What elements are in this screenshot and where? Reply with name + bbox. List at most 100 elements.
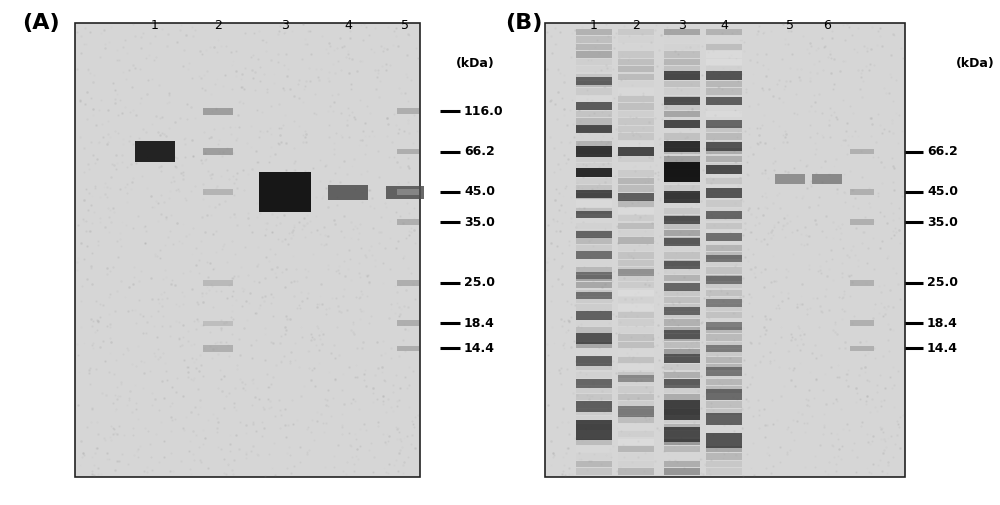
Bar (576, 102, 612, 110)
Bar (664, 104, 700, 110)
Bar (203, 148, 233, 155)
Bar (576, 96, 612, 102)
Bar (618, 289, 654, 296)
Bar (664, 372, 700, 378)
Bar (576, 36, 612, 43)
Bar (664, 59, 700, 65)
Bar (664, 200, 700, 207)
Text: 45.0: 45.0 (464, 185, 495, 198)
Bar (664, 394, 700, 400)
Bar (576, 431, 612, 437)
Text: 4: 4 (720, 19, 728, 32)
Text: 18.4: 18.4 (464, 317, 495, 330)
Bar (664, 453, 700, 460)
Bar (664, 44, 700, 50)
Bar (706, 433, 742, 448)
Bar (850, 321, 874, 326)
Bar (576, 401, 612, 412)
Bar (706, 349, 742, 356)
Bar (203, 108, 233, 115)
Bar (706, 245, 742, 251)
Bar (576, 305, 612, 311)
Bar (618, 223, 654, 229)
Bar (618, 163, 654, 169)
Bar (664, 319, 700, 326)
Bar (618, 327, 654, 333)
Bar (706, 389, 742, 400)
Bar (576, 140, 612, 147)
Bar (576, 146, 612, 157)
Bar (706, 148, 742, 155)
Bar (664, 297, 700, 304)
Text: 2: 2 (632, 19, 640, 32)
Bar (664, 252, 700, 259)
Bar (664, 191, 700, 203)
Bar (618, 215, 654, 222)
Bar (576, 349, 612, 356)
Bar (664, 223, 700, 229)
Bar (618, 178, 654, 184)
Bar (664, 96, 700, 102)
Bar (706, 252, 742, 259)
Bar (706, 51, 742, 58)
Bar (576, 88, 612, 95)
Bar (397, 108, 419, 114)
Text: 4: 4 (344, 19, 352, 32)
Bar (664, 170, 700, 177)
Bar (618, 36, 654, 43)
Bar (576, 272, 612, 279)
Bar (664, 354, 700, 363)
Text: 25.0: 25.0 (927, 276, 958, 289)
Bar (664, 349, 700, 356)
Bar (576, 327, 612, 333)
Bar (618, 275, 654, 281)
Bar (259, 172, 311, 212)
Bar (706, 96, 742, 102)
Bar (618, 29, 654, 35)
Bar (664, 416, 700, 423)
Bar (775, 174, 805, 184)
Bar (618, 260, 654, 266)
Text: 1: 1 (151, 19, 159, 32)
Bar (618, 208, 654, 214)
Bar (664, 260, 700, 266)
Bar (664, 185, 700, 191)
Bar (706, 468, 742, 475)
Bar (618, 446, 654, 452)
Bar (576, 401, 612, 408)
Bar (664, 193, 700, 199)
Bar (664, 133, 700, 139)
Bar (664, 178, 700, 184)
Bar (664, 261, 700, 269)
Bar (664, 238, 700, 246)
Bar (618, 44, 654, 50)
Bar (706, 126, 742, 132)
Bar (618, 282, 654, 288)
Bar (706, 188, 742, 198)
Bar (618, 379, 654, 385)
Bar (576, 200, 612, 207)
Bar (397, 189, 419, 194)
Bar (618, 409, 654, 415)
Bar (664, 29, 700, 35)
Bar (706, 178, 742, 184)
Bar (664, 307, 700, 315)
Bar (664, 111, 700, 117)
Bar (576, 178, 612, 184)
Bar (664, 330, 700, 339)
Bar (664, 120, 700, 128)
Bar (576, 334, 612, 340)
Bar (618, 453, 654, 460)
Bar (618, 394, 654, 400)
Bar (706, 233, 742, 241)
Bar (618, 74, 654, 80)
Bar (706, 237, 742, 244)
Bar (706, 275, 742, 281)
Bar (706, 367, 742, 376)
Bar (618, 424, 654, 430)
Bar (576, 190, 612, 198)
Bar (664, 275, 700, 281)
Text: (kDa): (kDa) (956, 57, 994, 70)
Text: 14.4: 14.4 (927, 342, 958, 355)
Bar (664, 461, 700, 467)
